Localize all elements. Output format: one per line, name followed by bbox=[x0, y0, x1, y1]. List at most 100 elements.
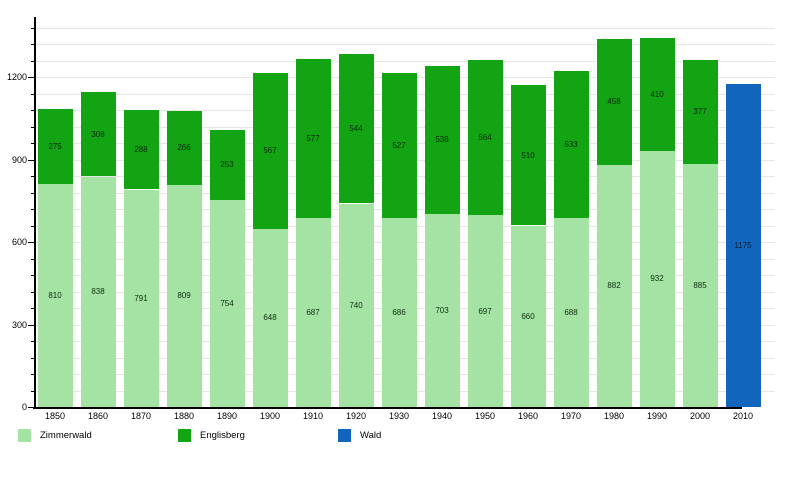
y-minor-tick bbox=[31, 44, 35, 45]
x-tick-label-1890: 1890 bbox=[216, 411, 238, 421]
bar-segment-zimmerwald-1940: 703 bbox=[424, 213, 460, 407]
bar-value-label: 253 bbox=[220, 160, 234, 170]
bar-value-label: 544 bbox=[349, 124, 363, 134]
y-minor-tick bbox=[31, 143, 35, 144]
bar-value-label: 697 bbox=[478, 306, 492, 316]
bar-value-label: 458 bbox=[607, 97, 621, 106]
bar-value-label: 791 bbox=[134, 293, 148, 303]
bar-segment-englisberg-1860: 308 bbox=[80, 91, 116, 177]
y-major-tick bbox=[28, 242, 35, 243]
bar-value-label: 410 bbox=[650, 89, 664, 99]
y-minor-tick bbox=[31, 192, 35, 194]
bar-segment-zimmerwald-1850: 810 bbox=[37, 184, 73, 407]
legend-label-zimmerwald: Zimmerwald bbox=[40, 430, 92, 441]
bar-segment-zimmerwald-1880: 809 bbox=[166, 184, 202, 407]
x-tick-label-1940: 1940 bbox=[431, 411, 453, 421]
y-minor-tick bbox=[31, 308, 35, 309]
bar-segment-englisberg-1980: 458 bbox=[596, 38, 632, 165]
y-minor-tick bbox=[31, 110, 35, 111]
bar-segment-zimmerwald-1910: 687 bbox=[295, 218, 331, 407]
bar-value-label: 1175 bbox=[734, 240, 752, 250]
bar-segment-englisberg-1930: 527 bbox=[381, 73, 417, 219]
bar-segment-englisberg-1880: 266 bbox=[166, 111, 202, 185]
bar-segment-englisberg-1900: 567 bbox=[252, 72, 288, 229]
gridline bbox=[36, 27, 775, 29]
gridline bbox=[36, 60, 775, 62]
y-minor-tick bbox=[31, 275, 35, 276]
y-tick-label: 900 bbox=[11, 154, 27, 165]
legend-swatch-englisberg bbox=[178, 429, 191, 442]
x-tick-label-1850: 1850 bbox=[44, 411, 66, 421]
y-minor-tick bbox=[31, 60, 35, 62]
y-minor-tick bbox=[31, 176, 35, 177]
bar-value-label: 660 bbox=[521, 311, 535, 321]
legend-swatch-zimmerwald bbox=[18, 429, 31, 442]
bar-segment-zimmerwald-1890: 754 bbox=[209, 199, 245, 407]
bar-value-label: 533 bbox=[564, 139, 578, 149]
bar-value-label: 686 bbox=[392, 308, 406, 318]
bar-value-label: 377 bbox=[693, 107, 707, 117]
y-axis bbox=[34, 17, 36, 407]
bar-value-label: 838 bbox=[91, 287, 105, 297]
bar-segment-zimmerwald-1950: 697 bbox=[467, 215, 503, 407]
x-tick-label-1870: 1870 bbox=[130, 411, 152, 421]
y-major-tick bbox=[28, 407, 35, 408]
y-minor-tick bbox=[31, 225, 35, 227]
y-major-tick bbox=[28, 159, 35, 161]
bar-value-label: 882 bbox=[607, 281, 621, 291]
x-tick-label-1980: 1980 bbox=[603, 411, 625, 421]
bar-value-label: 288 bbox=[134, 145, 148, 155]
bar-segment-englisberg-1850: 275 bbox=[37, 108, 73, 185]
y-minor-tick bbox=[31, 341, 35, 342]
bar-segment-zimmerwald-2000: 885 bbox=[682, 163, 718, 407]
y-major-tick bbox=[28, 77, 35, 78]
bar-segment-englisberg-1910: 577 bbox=[295, 59, 331, 219]
bar-value-label: 527 bbox=[392, 141, 406, 151]
bar-value-label: 275 bbox=[48, 141, 62, 151]
bar-value-label: 538 bbox=[435, 135, 449, 145]
x-tick-label-1910: 1910 bbox=[302, 411, 324, 421]
x-tick-label-1960: 1960 bbox=[517, 411, 539, 421]
bar-value-label: 740 bbox=[349, 300, 363, 310]
y-minor-tick bbox=[31, 258, 35, 260]
y-minor-tick bbox=[31, 357, 35, 359]
bar-segment-zimmerwald-1970: 688 bbox=[553, 217, 589, 407]
legend-label-englisberg: Englisberg bbox=[200, 430, 245, 441]
y-tick-label: 300 bbox=[11, 319, 27, 330]
legend-item-wald: Wald bbox=[338, 429, 381, 442]
y-minor-tick bbox=[31, 126, 35, 128]
bar-segment-zimmerwald-1900: 648 bbox=[252, 228, 288, 407]
y-minor-tick bbox=[31, 93, 35, 95]
y-minor-tick bbox=[31, 390, 35, 392]
bar-segment-zimmerwald-1870: 791 bbox=[123, 189, 159, 407]
bar-segment-zimmerwald-1930: 686 bbox=[381, 218, 417, 407]
y-minor-tick bbox=[31, 374, 35, 375]
bar-value-label: 687 bbox=[306, 308, 320, 318]
legend-item-englisberg: Englisberg bbox=[178, 429, 245, 442]
bar-segment-zimmerwald-1990: 932 bbox=[639, 150, 675, 407]
x-axis bbox=[33, 407, 742, 409]
bar-segment-englisberg-1990: 410 bbox=[639, 37, 675, 151]
legend-label-wald: Wald bbox=[360, 430, 382, 441]
y-minor-tick bbox=[31, 27, 35, 29]
y-major-tick bbox=[28, 324, 35, 326]
y-tick-label: 600 bbox=[11, 237, 27, 247]
x-tick-label-2000: 2000 bbox=[689, 411, 711, 421]
legend-swatch-wald bbox=[338, 429, 351, 442]
bar-segment-englisberg-2000: 377 bbox=[682, 59, 718, 164]
x-tick-label-1920: 1920 bbox=[345, 411, 367, 421]
bar-value-label: 885 bbox=[693, 280, 707, 290]
x-tick-label-1880: 1880 bbox=[173, 411, 195, 421]
bar-value-label: 754 bbox=[220, 298, 234, 308]
x-tick-label-1930: 1930 bbox=[388, 411, 410, 421]
y-minor-tick bbox=[31, 291, 35, 293]
bar-segment-wald-2010: 1175 bbox=[725, 83, 761, 407]
bar-value-label: 510 bbox=[521, 150, 535, 160]
bar-segment-englisberg-1940: 538 bbox=[424, 65, 460, 214]
bar-value-label: 266 bbox=[177, 143, 191, 153]
bar-segment-zimmerwald-1960: 660 bbox=[510, 225, 546, 407]
bar-value-label: 308 bbox=[91, 129, 105, 139]
x-tick-label-1950: 1950 bbox=[474, 411, 496, 421]
y-minor-tick bbox=[31, 209, 35, 210]
